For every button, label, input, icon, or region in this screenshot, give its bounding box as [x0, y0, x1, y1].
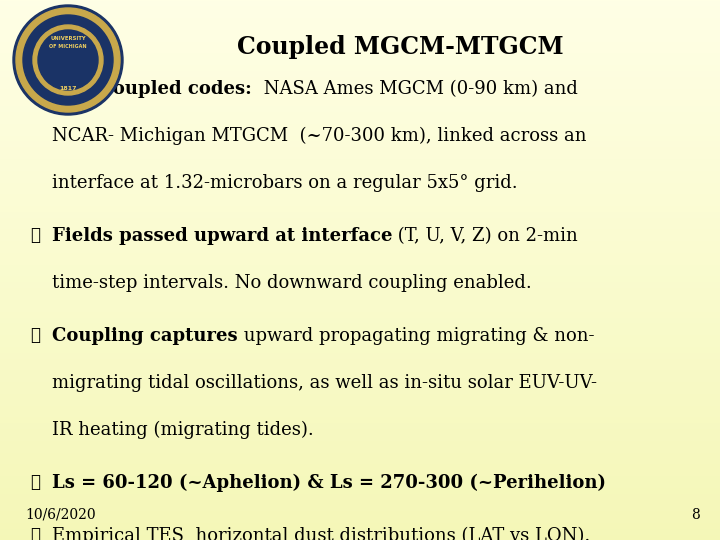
Text: Fields passed upward at interface: Fields passed upward at interface: [52, 227, 392, 245]
Circle shape: [38, 30, 98, 90]
Text: Coupling captures: Coupling captures: [52, 327, 238, 345]
Text: IR heating (migrating tides).: IR heating (migrating tides).: [52, 421, 314, 439]
Circle shape: [23, 15, 113, 105]
Circle shape: [16, 8, 120, 112]
Text: ❖: ❖: [30, 527, 40, 540]
Text: 1817: 1817: [59, 85, 77, 91]
Text: ❑: ❑: [30, 327, 40, 344]
Text: (T, U, V, Z) on 2-min: (T, U, V, Z) on 2-min: [392, 227, 578, 245]
Text: NCAR- Michigan MTGCM  (~70-300 km), linked across an: NCAR- Michigan MTGCM (~70-300 km), linke…: [52, 127, 587, 145]
Text: NASA Ames MGCM (0-90 km) and: NASA Ames MGCM (0-90 km) and: [258, 80, 578, 98]
Text: Coupled MGCM-MTGCM: Coupled MGCM-MTGCM: [237, 35, 563, 59]
Text: interface at 1.32-microbars on a regular 5x5° grid.: interface at 1.32-microbars on a regular…: [52, 174, 518, 192]
Text: migrating tidal oscillations, as well as in-situ solar EUV-UV-: migrating tidal oscillations, as well as…: [52, 374, 597, 392]
Text: Empirical TES  horizontal dust distributions (LAT vs LON).: Empirical TES horizontal dust distributi…: [52, 527, 590, 540]
Text: Ls = 60-120 (~Aphelion) & Ls = 270-300 (~Perihelion): Ls = 60-120 (~Aphelion) & Ls = 270-300 (…: [52, 474, 606, 492]
Text: upward propagating migrating & non-: upward propagating migrating & non-: [238, 327, 594, 345]
Text: ❑: ❑: [30, 227, 40, 244]
Text: ❑: ❑: [30, 80, 40, 97]
Text: ❑: ❑: [30, 474, 40, 491]
Text: UNIVERSITY: UNIVERSITY: [50, 36, 86, 40]
Text: time-step intervals. No downward coupling enabled.: time-step intervals. No downward couplin…: [52, 274, 532, 292]
Text: 10/6/2020: 10/6/2020: [25, 508, 96, 522]
Text: 8: 8: [691, 508, 700, 522]
Circle shape: [33, 25, 103, 95]
Text: OF MICHIGAN: OF MICHIGAN: [49, 44, 87, 49]
Circle shape: [13, 5, 123, 115]
Text: Flux coupled codes:: Flux coupled codes:: [52, 80, 258, 98]
